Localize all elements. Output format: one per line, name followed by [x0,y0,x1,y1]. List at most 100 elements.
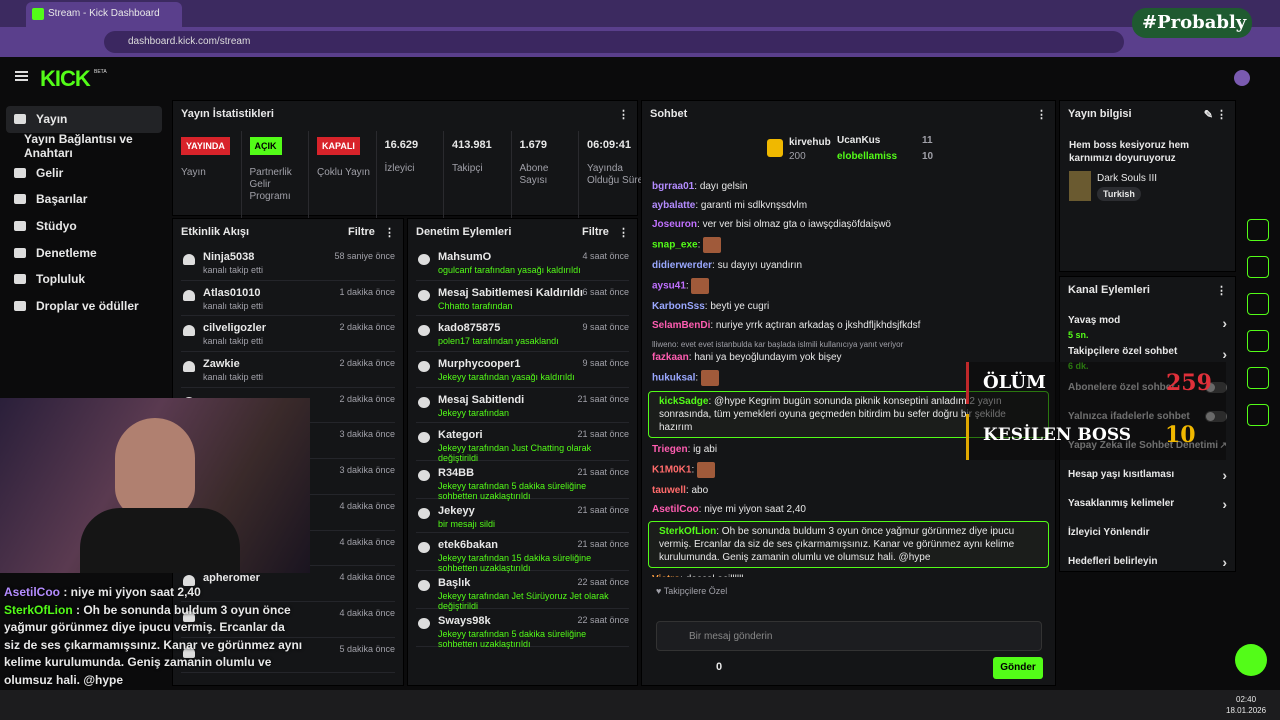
face [115,418,195,518]
nav-item[interactable]: Denetleme [0,239,170,266]
icon[interactable] [1247,404,1269,426]
action: kanalı takip etti [203,336,264,347]
time: 5 dakika önce [339,643,395,654]
detail: Jekeyy tarafından 15 dakika süreliğine s… [438,553,592,574]
nav-icon [14,247,26,258]
chat-text: deccal acillllll [686,574,744,577]
moderation-row: Başlık 22 saat önce Jekeyy tarafından Jet … [416,571,629,611]
chat-text: garanti mi sdlkvnşsdvlm [700,200,808,211]
detail: Jekeyy tarafından Just Chatting olarak d… [438,443,592,464]
emote [691,278,710,294]
nav-item[interactable]: Stüdyo [0,213,170,240]
filter[interactable]: Filtre [582,226,609,238]
menu-icon[interactable] [15,71,28,73]
taskbar: 02:40 18.01.2026 [0,690,1280,720]
action-value: 5 sn. [1068,330,1089,340]
user-name: apheromer [203,572,260,585]
stat-value: 413.981 [452,139,492,151]
title: Mesaj Sabitlemesi Kaldırıldı [438,286,583,299]
colon: : [695,200,701,211]
action-icon [418,289,430,301]
tab-bar: Stream - Kick Dashboard [0,0,1280,27]
action-icon [418,542,430,554]
sidebar: Yayın Yayın Bağlantısı ve Anahtarı Gelir Ba… [0,106,170,320]
boss-label: KESİLEN BOSS [983,425,1132,445]
detail: Jekeyy tarafından 5 dakika süreliğine so… [438,629,587,650]
heart-icon [183,325,195,337]
user-name: Zawkie [203,358,240,371]
overlay-message: AsetilCoo : niye mi yiyon saat 2,40 [4,584,304,602]
stat-label: Takipçi [452,163,483,174]
right-toolbar [1240,106,1276,426]
send-button[interactable]: Gönder [993,657,1043,679]
detail: polen17 tarafından yasaklandı [438,336,559,347]
chat-message: AsetilCoo: niye mi yiyon saat 2,40 [642,500,1055,519]
icon[interactable] [1247,367,1269,389]
icon[interactable] [1247,256,1269,278]
status-badge: YAYINDA [181,137,230,155]
chat-text: dayı gelsin [699,181,748,192]
nav-item[interactable]: Yayın [6,106,162,133]
nav-icon [14,167,26,178]
filter[interactable]: Filtre [348,226,375,238]
icon[interactable] [1247,330,1269,352]
stat: 16.629 İzleyici [375,131,442,219]
icon[interactable] [1247,219,1269,241]
stat: 413.981 Takipçi [443,131,509,219]
channel-action[interactable]: İzleyici Yönlendir [1060,518,1235,547]
time: 21 saat önce [577,467,629,478]
stat-label: Yayında Olduğu Süre [587,163,644,186]
status-badge: AÇIK [249,137,282,155]
channel-action[interactable]: Hesap yaşı kısıtlaması › [1060,460,1235,489]
nav-item[interactable]: Gelir [0,159,170,186]
tab[interactable]: Stream - Kick Dashboard [26,2,182,27]
action-icon [418,470,430,482]
moderation-row: kado875875 9 saat önce polen17 tarafından … [416,316,629,353]
channel-action[interactable]: Yavaş mod 5 sn. › [1060,311,1235,342]
icon[interactable] [1247,293,1269,315]
time: 4 dakika önce [339,607,395,618]
chat-text: hani ya beyoğlundayım yok bişey [694,352,842,363]
icon[interactable] [1247,108,1269,130]
chat-input[interactable]: Bir mesaj gönderin [656,621,1042,651]
nav-label: Stüdyo [36,219,77,234]
avatar[interactable] [1234,70,1250,86]
colon: : [698,504,705,515]
nav-item[interactable]: Başarılar [0,186,170,213]
nav-item[interactable]: Topluluk [0,266,170,293]
action-icon [418,432,430,444]
nav-item[interactable]: Droplar ve ödüller [0,293,170,320]
status-badge: KAPALI [317,137,360,155]
nav-label: Yayın Bağlantısı ve Anahtarı [24,132,133,161]
icon[interactable] [1247,145,1269,167]
action: kanalı takip etti [203,265,264,275]
body [80,508,240,573]
icon[interactable] [1247,182,1269,204]
chat-text: abo [691,485,709,496]
chat-message: hukuksal: [642,367,1055,389]
action-icon [418,508,430,520]
overlay-message: SterkOfLion : Oh be sonunda buldum 3 oyu… [4,602,304,690]
stream-info-panel: Yayın bilgisi ✎ ⋮ Hem boss kesiyoruz hem … [1059,100,1236,272]
moderation-row: Murphycooper1 9 saat önce Jekeyy tarafında… [416,352,629,388]
activity-row: 4 dakika önce [181,602,395,638]
action-label: Yavaş mod [1068,315,1121,326]
chat-message: didierwerder: su dayıyı uyandırın [642,256,1055,275]
url-field[interactable]: dashboard.kick.com/stream [104,31,1124,53]
channel-action[interactable]: Yasaklanmış kelimeler › [1060,489,1235,518]
action-icon [418,618,430,630]
leader-name: elobellamiss [837,151,898,162]
chat-message: aysu41: [642,275,1055,297]
moderation-row: Jekeyy 21 saat önce bir mesajı sildi [416,499,629,534]
nav-item[interactable]: Yayın Bağlantısı ve Anahtarı [0,132,170,161]
time: 58 saniye önce [334,251,395,261]
title: R34BB [438,467,475,480]
reply-context: lliweno: evet evet istanbulda kar başlad… [652,340,904,349]
kick-header: KICK BETA [0,57,1280,100]
logo[interactable]: KICK [40,66,91,91]
action-label: Hedefleri belirleyin [1068,556,1158,567]
panel-title: Yayın bilgisi [1068,108,1132,120]
help-button[interactable] [1235,644,1267,676]
overlay-logo: #Probably [1132,8,1252,38]
channel-action[interactable]: Hedefleri belirleyin › [1060,547,1235,576]
